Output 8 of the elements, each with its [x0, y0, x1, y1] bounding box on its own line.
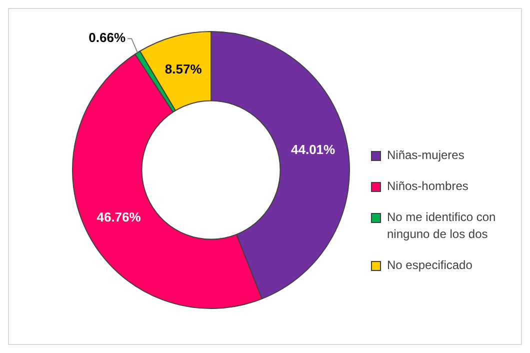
data-label: 44.01% — [290, 142, 336, 158]
legend-label: No me identifico con ninguno de los dos — [387, 209, 497, 243]
data-label: 8.57% — [164, 61, 202, 76]
legend-label: Niñas-mujeres — [387, 147, 464, 164]
data-label: 46.76% — [96, 209, 142, 224]
legend-label: No especificado — [387, 257, 472, 274]
data-label: 0.66% — [88, 30, 126, 46]
legend-label: Niños-hombres — [387, 178, 468, 195]
